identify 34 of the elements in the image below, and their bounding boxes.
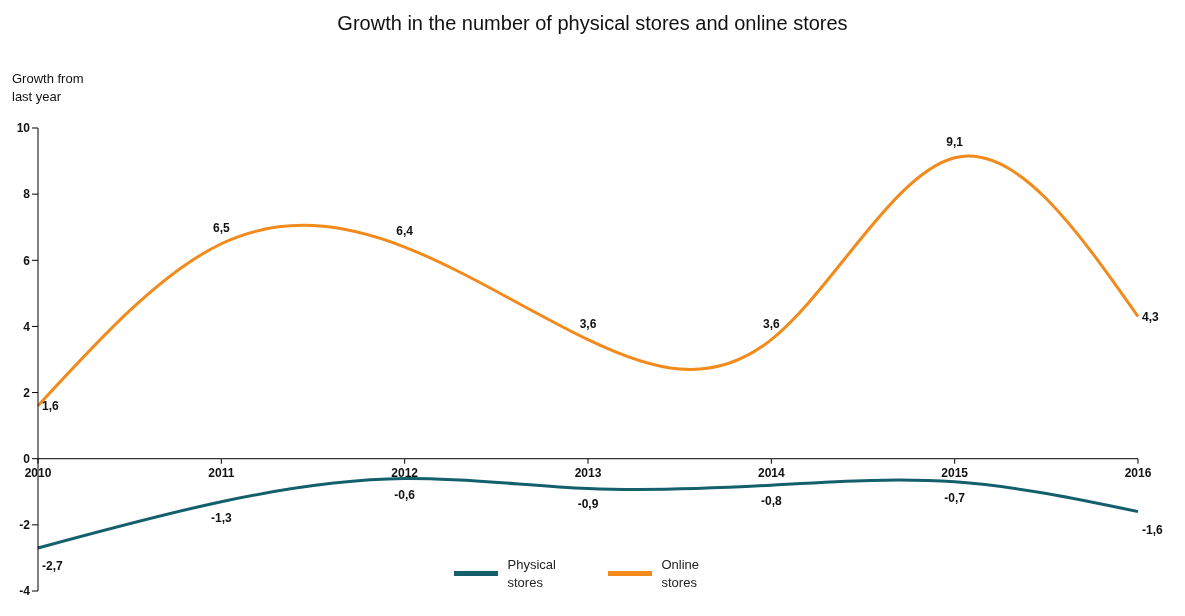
x-tick-label: 2016: [1124, 465, 1152, 480]
data-label: 3,6: [579, 316, 597, 331]
line-series: [36, 477, 1140, 550]
y-axis-title: Growth from last year: [12, 70, 85, 106]
x-tick-label: 2014: [757, 465, 785, 480]
data-label: -1,6: [1142, 522, 1163, 537]
x-tick-label: 2013: [574, 465, 602, 480]
data-label: -0,7: [944, 490, 966, 505]
y-tick-label: 10: [16, 121, 31, 136]
y-tick-label: 0: [23, 451, 31, 466]
data-label: -2,7: [42, 559, 63, 574]
y-tick-label: 6: [23, 253, 31, 268]
x-tick-label: 2015: [941, 465, 969, 480]
legend-label: Physical stores: [507, 556, 557, 592]
data-label: -0,8: [760, 494, 782, 509]
data-label: 4,3: [1142, 309, 1160, 324]
data-label: -0,9: [577, 497, 599, 512]
chart-title: Growth in the number of physical stores and online stores: [336, 11, 849, 36]
data-label: -1,3: [210, 510, 232, 525]
data-label: 3,6: [762, 316, 780, 331]
y-tick-label: 8: [23, 187, 31, 202]
x-tick-label: 2010: [24, 465, 52, 480]
data-label: -0,6: [394, 487, 416, 502]
x-tick-label: 2011: [208, 465, 235, 480]
x-tick-label: 2012: [391, 465, 419, 480]
y-tick-label: -2: [19, 518, 31, 533]
data-label: 6,4: [396, 224, 414, 239]
y-tick-label: -4: [19, 584, 31, 599]
y-tick-label: 2: [23, 385, 31, 400]
data-label: 6,5: [212, 220, 230, 235]
data-label: 9,1: [946, 134, 964, 149]
data-label: 1,6: [42, 398, 60, 413]
y-tick-label: 4: [23, 319, 31, 334]
legend-label: Online stores: [661, 556, 701, 592]
